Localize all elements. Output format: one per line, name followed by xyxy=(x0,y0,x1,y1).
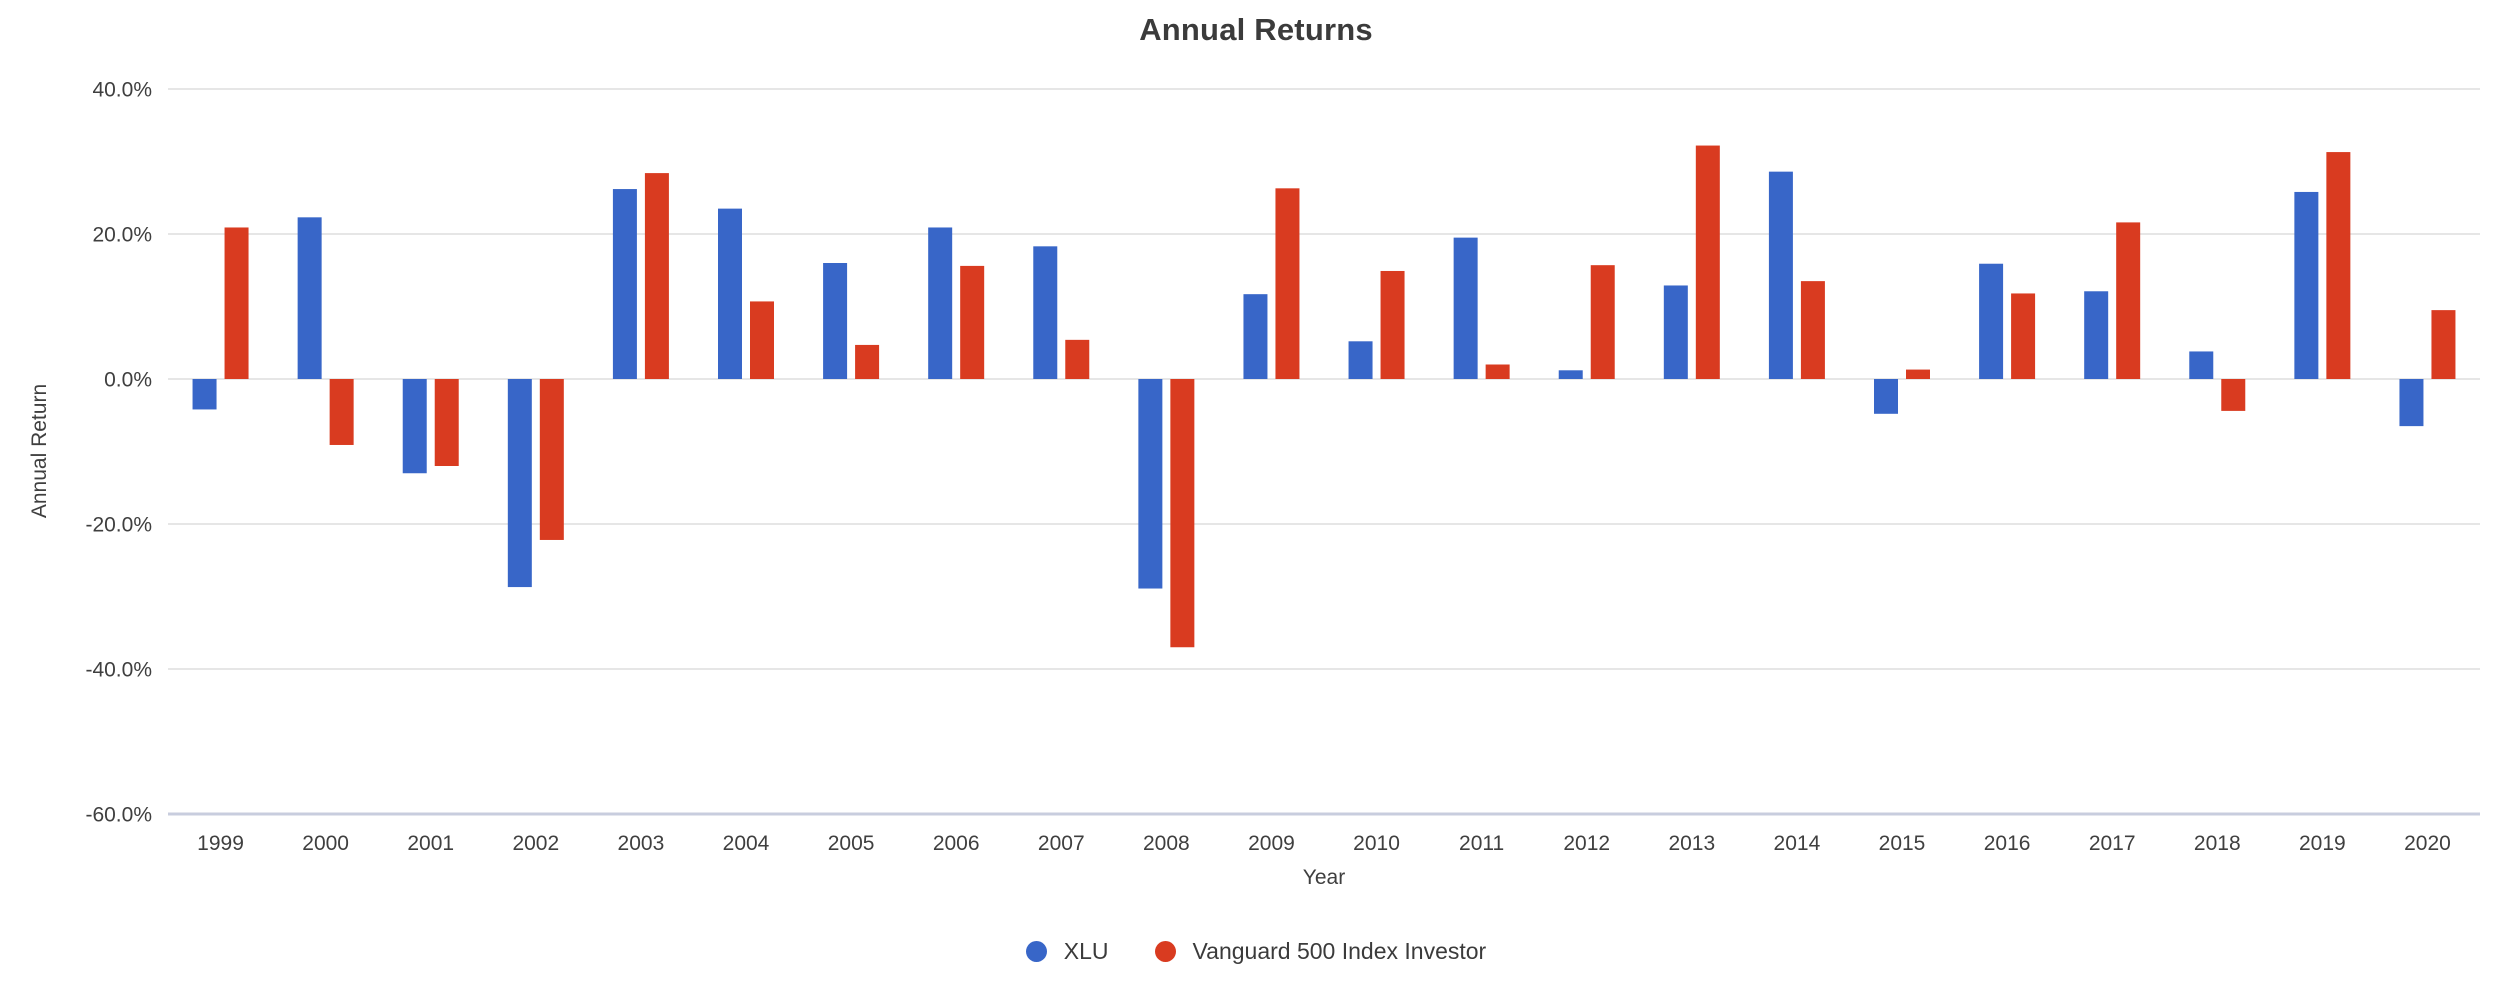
bar-vanguard-500-index-investor-2000[interactable] xyxy=(329,379,354,445)
x-tick-label-2006: 2006 xyxy=(933,832,980,855)
bar-vanguard-500-index-investor-2011[interactable] xyxy=(1485,364,1510,380)
legend-swatch-xlu-icon xyxy=(1025,941,1047,962)
bar-xlu-2017[interactable] xyxy=(2084,291,2109,379)
x-tick-label-2004: 2004 xyxy=(723,832,770,855)
x-tick-label-2016: 2016 xyxy=(1984,832,2031,855)
x-tick-label-2020: 2020 xyxy=(2404,832,2451,855)
bar-xlu-2016[interactable] xyxy=(1979,263,2004,379)
bar-vanguard-500-index-investor-1999[interactable] xyxy=(224,227,249,379)
x-tick-label-2015: 2015 xyxy=(1879,832,1926,855)
legend: XLU Vanguard 500 Index Investor xyxy=(0,938,2512,965)
bar-vanguard-500-index-investor-2018[interactable] xyxy=(2221,379,2246,411)
bar-vanguard-500-index-investor-2001[interactable] xyxy=(434,379,459,466)
bar-xlu-2014[interactable] xyxy=(1768,171,1793,379)
bar-vanguard-500-index-investor-2005[interactable] xyxy=(855,344,880,379)
bar-vanguard-500-index-investor-2006[interactable] xyxy=(960,265,985,379)
bar-xlu-2020[interactable] xyxy=(2399,379,2424,427)
x-tick-label-1999: 1999 xyxy=(197,832,244,855)
bar-vanguard-500-index-investor-2016[interactable] xyxy=(2011,293,2036,379)
y-tick-label--20: -20.0% xyxy=(85,514,152,537)
x-tick-label-2010: 2010 xyxy=(1353,832,1400,855)
x-tick-label-2013: 2013 xyxy=(1668,832,1715,855)
bar-vanguard-500-index-investor-2004[interactable] xyxy=(750,301,774,379)
y-tick-label--60: -60.0% xyxy=(85,804,152,827)
bar-vanguard-500-index-investor-2012[interactable] xyxy=(1590,265,1615,379)
x-tick-label-2012: 2012 xyxy=(1563,832,1610,855)
chart-title: Annual Returns xyxy=(1139,12,1373,47)
bar-vanguard-500-index-investor-2014[interactable] xyxy=(1800,281,1825,379)
bar-vanguard-500-index-investor-2015[interactable] xyxy=(1906,369,1930,379)
bar-xlu-2019[interactable] xyxy=(2294,191,2319,379)
x-tick-label-2000: 2000 xyxy=(302,832,349,855)
x-tick-label-2002: 2002 xyxy=(512,832,559,855)
bar-vanguard-500-index-investor-2017[interactable] xyxy=(2116,222,2141,379)
y-tick-label--40: -40.0% xyxy=(85,659,152,682)
bar-xlu-2002[interactable] xyxy=(507,379,532,588)
y-tick-label-40: 40.0% xyxy=(92,79,152,102)
x-tick-label-2003: 2003 xyxy=(618,832,665,855)
bar-xlu-2004[interactable] xyxy=(718,208,742,379)
bar-vanguard-500-index-investor-2009[interactable] xyxy=(1275,188,1300,379)
bar-vanguard-500-index-investor-2003[interactable] xyxy=(644,173,669,379)
x-tick-label-2017: 2017 xyxy=(2089,832,2136,855)
bar-xlu-2005[interactable] xyxy=(823,263,848,379)
x-tick-label-2005: 2005 xyxy=(828,832,875,855)
bar-vanguard-500-index-investor-2007[interactable] xyxy=(1065,339,1090,379)
legend-label-vanguard: Vanguard 500 Index Investor xyxy=(1192,938,1487,964)
y-tick-label-20: 20.0% xyxy=(92,224,152,247)
bar-vanguard-500-index-investor-2013[interactable] xyxy=(1695,145,1720,379)
y-tick-label-0: 0.0% xyxy=(104,369,152,392)
bar-xlu-2015[interactable] xyxy=(1874,379,1898,414)
bar-xlu-2010[interactable] xyxy=(1348,341,1373,379)
bar-xlu-2012[interactable] xyxy=(1558,370,1583,379)
bar-xlu-1999[interactable] xyxy=(192,379,217,410)
bar-xlu-2003[interactable] xyxy=(612,189,637,379)
x-tick-label-2011: 2011 xyxy=(1459,832,1504,855)
x-tick-label-2018: 2018 xyxy=(2194,832,2241,855)
bar-xlu-2000[interactable] xyxy=(297,217,322,379)
x-tick-label-2001: 2001 xyxy=(407,832,454,855)
legend-item-xlu: XLU xyxy=(1025,938,1109,965)
bar-vanguard-500-index-investor-2010[interactable] xyxy=(1380,270,1405,379)
x-tick-label-2007: 2007 xyxy=(1038,832,1085,855)
x-tick-label-2008: 2008 xyxy=(1143,832,1190,855)
bar-vanguard-500-index-investor-2002[interactable] xyxy=(539,379,564,540)
bar-xlu-2018[interactable] xyxy=(2189,351,2214,379)
bar-vanguard-500-index-investor-2008[interactable] xyxy=(1170,379,1195,648)
bar-xlu-2009[interactable] xyxy=(1243,294,1268,379)
bar-xlu-2013[interactable] xyxy=(1663,285,1688,379)
x-tick-label-2009: 2009 xyxy=(1248,832,1295,855)
y-axis-title: Annual Return xyxy=(28,383,51,519)
bar-xlu-2006[interactable] xyxy=(928,227,953,379)
x-axis-title: Year xyxy=(1302,866,1346,889)
bar-xlu-2007[interactable] xyxy=(1033,246,1058,379)
legend-item-vanguard-500-index-investor: Vanguard 500 Index Investor xyxy=(1154,938,1487,965)
bar-xlu-2001[interactable] xyxy=(402,379,427,474)
legend-label-xlu: XLU xyxy=(1063,938,1109,964)
bar-vanguard-500-index-investor-2019[interactable] xyxy=(2326,152,2351,379)
bar-vanguard-500-index-investor-2020[interactable] xyxy=(2431,310,2456,379)
x-tick-label-2019: 2019 xyxy=(2299,832,2346,855)
bar-xlu-2008[interactable] xyxy=(1138,379,1163,589)
x-tick-label-2014: 2014 xyxy=(1774,832,1821,855)
legend-swatch-vanguard-icon xyxy=(1154,941,1176,962)
bar-xlu-2011[interactable] xyxy=(1453,237,1478,379)
